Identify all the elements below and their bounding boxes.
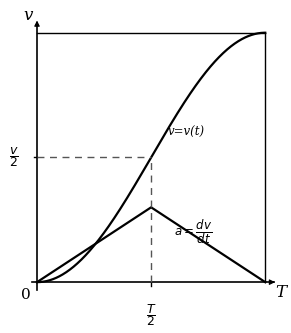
Text: v=v(t): v=v(t): [167, 126, 204, 139]
Text: $a=\dfrac{dv}{dt}$: $a=\dfrac{dv}{dt}$: [174, 218, 212, 246]
Text: $\dfrac{T}{2}$: $\dfrac{T}{2}$: [146, 302, 156, 328]
Text: v: v: [23, 7, 33, 24]
Text: $\dfrac{v}{2}$: $\dfrac{v}{2}$: [9, 146, 19, 169]
Text: T: T: [276, 284, 287, 301]
Text: 0: 0: [21, 288, 31, 302]
